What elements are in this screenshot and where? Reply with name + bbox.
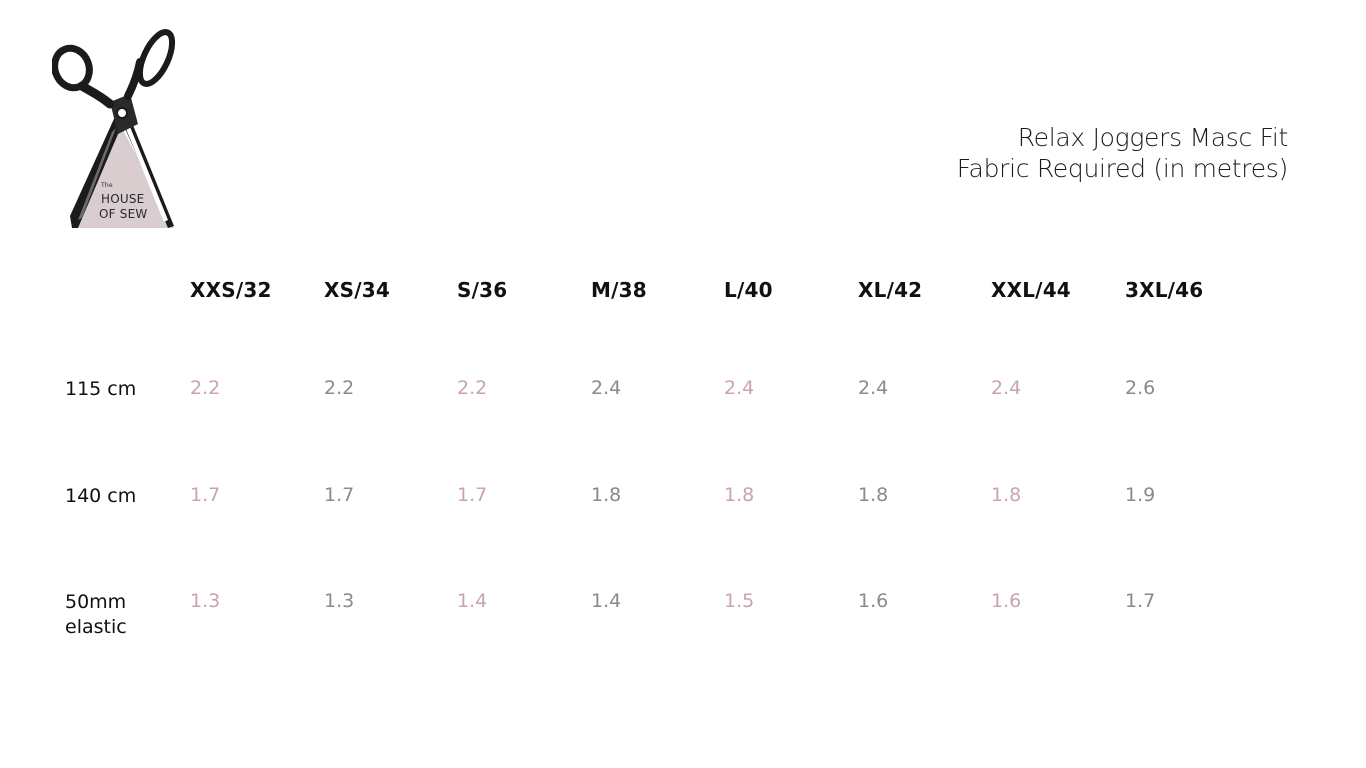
scissors-left-handle bbox=[52, 44, 93, 92]
table-cell: 1.8 bbox=[724, 484, 755, 506]
size-header-l: L/40 bbox=[724, 278, 773, 302]
row-label-50mm-elastic: 50mm elastic bbox=[65, 590, 175, 640]
table-cell: 2.4 bbox=[991, 377, 1022, 399]
house-of-sew-logo: The HOUSE OF SEW bbox=[52, 28, 176, 230]
table-cell: 1.3 bbox=[190, 590, 221, 612]
table-cell: 1.3 bbox=[324, 590, 355, 612]
table-cell: 1.7 bbox=[190, 484, 221, 506]
table-cell: 2.4 bbox=[858, 377, 889, 399]
table-cell: 2.2 bbox=[190, 377, 221, 399]
size-header-xs: XS/34 bbox=[324, 278, 390, 302]
size-header-s: S/36 bbox=[457, 278, 508, 302]
table-cell: 1.4 bbox=[591, 590, 622, 612]
table-cell: 1.9 bbox=[1125, 484, 1156, 506]
title-line2: Fabric Required (in metres) bbox=[956, 154, 1289, 183]
size-header-xxs: XXS/32 bbox=[190, 278, 272, 302]
logo-text-line2: OF SEW bbox=[99, 207, 148, 221]
table-cell: 1.7 bbox=[1125, 590, 1156, 612]
table-cell: 2.2 bbox=[324, 377, 355, 399]
table-cell: 2.2 bbox=[457, 377, 488, 399]
logo-text-line1: HOUSE bbox=[101, 192, 145, 206]
scissors-pivot-screw bbox=[116, 107, 128, 119]
table-cell: 2.4 bbox=[724, 377, 755, 399]
row-label-line1: 50mm bbox=[65, 591, 127, 613]
table-cell: 1.4 bbox=[457, 590, 488, 612]
table-cell: 1.8 bbox=[591, 484, 622, 506]
logo-triangle bbox=[72, 124, 174, 228]
logo-small-text: The bbox=[101, 182, 113, 189]
scissors-icon bbox=[52, 29, 176, 228]
table-cell: 2.6 bbox=[1125, 377, 1156, 399]
size-header-xxl: XXL/44 bbox=[991, 278, 1071, 302]
size-header-xl: XL/42 bbox=[858, 278, 923, 302]
document-title: Relax Joggers Masc Fit Fabric Required (… bbox=[956, 122, 1289, 184]
table-cell: 2.4 bbox=[591, 377, 622, 399]
table-cell: 1.6 bbox=[858, 590, 889, 612]
table-cell: 1.6 bbox=[991, 590, 1022, 612]
row-label-140cm: 140 cm bbox=[65, 485, 137, 507]
table-cell: 1.5 bbox=[724, 590, 755, 612]
size-header-m: M/38 bbox=[591, 278, 647, 302]
table-cell: 1.8 bbox=[858, 484, 889, 506]
title-line1: Relax Joggers Masc Fit bbox=[1017, 123, 1289, 152]
row-label-115cm: 115 cm bbox=[65, 378, 137, 400]
table-cell: 1.7 bbox=[457, 484, 488, 506]
table-cell: 1.7 bbox=[324, 484, 355, 506]
scissors-right-handle bbox=[136, 29, 176, 87]
size-header-3xl: 3XL/46 bbox=[1125, 278, 1204, 302]
row-label-line2: elastic bbox=[65, 616, 127, 638]
table-cell: 1.8 bbox=[991, 484, 1022, 506]
